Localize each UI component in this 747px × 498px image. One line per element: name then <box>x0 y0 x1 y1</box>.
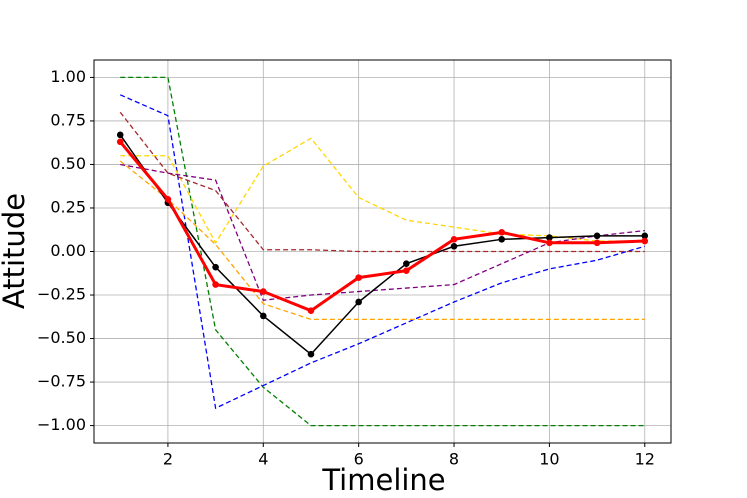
data-point <box>498 236 506 243</box>
data-point <box>116 138 124 146</box>
data-point <box>259 288 267 295</box>
series-line <box>119 140 645 313</box>
y-tick-label: 0.50 <box>50 154 86 173</box>
data-point <box>593 239 601 247</box>
y-tick-label: 0.00 <box>50 241 86 260</box>
data-point <box>212 263 219 271</box>
y-tick-label: 0.25 <box>50 197 86 216</box>
data-point <box>259 312 267 320</box>
y-tick-label: 1.00 <box>50 67 86 86</box>
data-point <box>498 229 506 236</box>
data-point <box>355 298 362 306</box>
data-point <box>641 237 649 245</box>
data-point <box>212 281 219 288</box>
y-tick-label: −0.50 <box>37 328 86 347</box>
series-line <box>119 111 645 253</box>
x-tick-label: 8 <box>449 450 459 469</box>
series-line <box>119 94 645 410</box>
data-point <box>164 195 172 203</box>
data-point <box>403 260 410 267</box>
series-line <box>120 137 645 245</box>
series-line <box>120 163 645 301</box>
data-point <box>546 234 553 241</box>
data-point <box>403 267 410 274</box>
x-tick-label: 12 <box>635 450 655 469</box>
x-tick-label: 10 <box>539 450 559 469</box>
x-tick-label: 2 <box>163 450 173 469</box>
y-tick-label: −0.75 <box>37 372 86 391</box>
data-point <box>641 232 649 240</box>
y-tick-label: −0.25 <box>37 285 86 304</box>
data-point <box>450 242 458 250</box>
y-tick-label: −1.00 <box>37 415 86 434</box>
data-point <box>546 239 553 247</box>
data-point <box>116 131 124 139</box>
data-point <box>307 350 315 358</box>
x-tick-label: 4 <box>258 450 268 469</box>
series-line <box>119 160 645 321</box>
x-axis-title: Timeline <box>321 463 445 497</box>
y-tick-label: 0.75 <box>50 110 86 129</box>
data-point <box>355 274 362 281</box>
x-tick-label: 6 <box>354 450 364 469</box>
data-point <box>593 232 601 240</box>
data-point <box>307 307 315 314</box>
series-line <box>119 134 645 356</box>
plot-frame <box>93 59 672 444</box>
data-point <box>450 236 458 243</box>
y-axis-title: Attitude <box>0 193 31 309</box>
